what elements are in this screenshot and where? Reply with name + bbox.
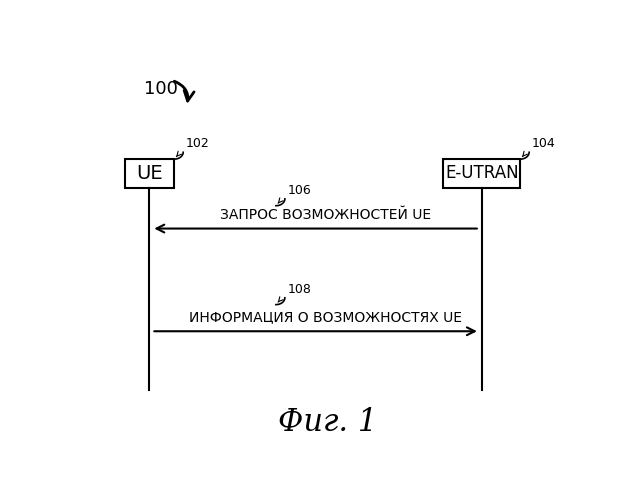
Text: ЗАПРОС ВОЗМОЖНОСТЕЙ UE: ЗАПРОС ВОЗМОЖНОСТЕЙ UE — [220, 207, 431, 222]
Text: E-UTRAN: E-UTRAN — [445, 165, 518, 182]
Text: UE: UE — [136, 164, 163, 183]
Text: Фиг. 1: Фиг. 1 — [278, 407, 378, 438]
Bar — [444, 159, 520, 188]
Text: 106: 106 — [287, 184, 311, 197]
Text: 104: 104 — [532, 137, 556, 150]
Text: ИНФОРМАЦИЯ О ВОЗМОЖНОСТЯХ UE: ИНФОРМАЦИЯ О ВОЗМОЖНОСТЯХ UE — [189, 310, 462, 325]
Text: 108: 108 — [287, 283, 311, 296]
Text: 100: 100 — [145, 80, 179, 98]
Text: 102: 102 — [186, 137, 209, 150]
Bar — [125, 159, 174, 188]
